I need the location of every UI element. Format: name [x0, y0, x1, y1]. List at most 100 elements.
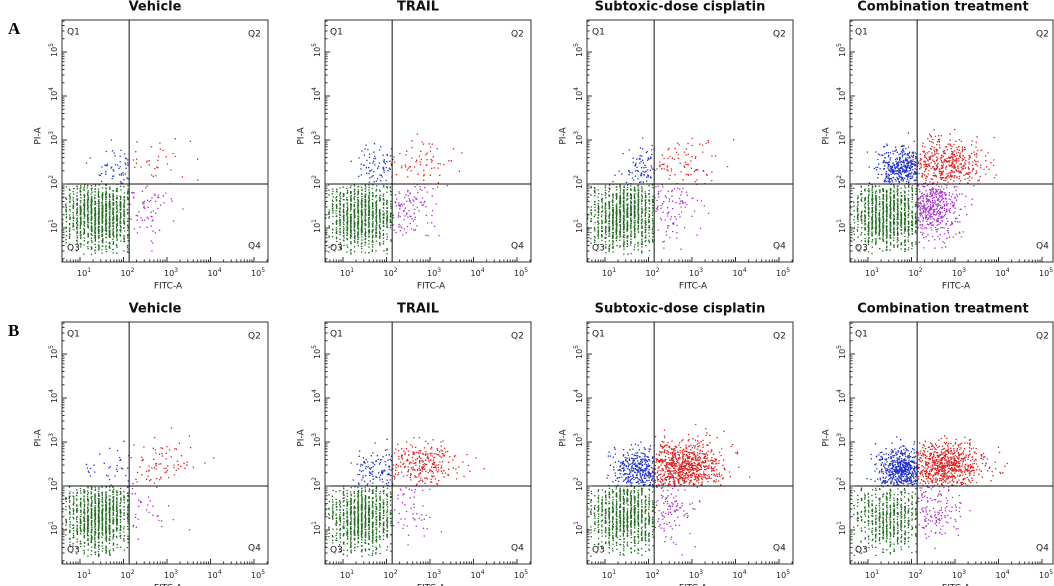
x-tick-label: 101	[865, 267, 879, 278]
tick-exponent: 5	[261, 267, 265, 274]
tick-base: 10	[575, 135, 584, 145]
row-label: A	[8, 19, 21, 38]
dot-cloud	[392, 183, 449, 237]
y-axis-label: PI-A	[34, 429, 44, 447]
tick-exponent: 4	[218, 267, 222, 274]
tick-base: 10	[776, 571, 786, 580]
tick-exponent: 3	[174, 267, 178, 274]
dot-cloud	[350, 438, 393, 486]
tick-base: 10	[50, 91, 59, 101]
y-tick-label: 103	[573, 433, 584, 447]
dot-cloud	[586, 485, 654, 557]
dot-cloud	[849, 486, 917, 557]
x-tick-label: 103	[164, 267, 178, 278]
panel-title: Subtoxic-dose cisplatin	[595, 0, 766, 15]
tick-exponent: 1	[836, 219, 843, 223]
x-tick-label: 101	[340, 569, 354, 580]
tick-exponent: 3	[836, 433, 843, 437]
dot-cloud	[61, 485, 129, 557]
y-axis-label: PI-A	[559, 127, 569, 145]
tick-exponent: 4	[481, 267, 485, 274]
x-tick-label: 103	[689, 569, 703, 580]
x-tick-label: 101	[602, 569, 616, 580]
tick-exponent: 1	[573, 219, 580, 223]
tick-base: 10	[689, 571, 699, 580]
quadrant-label: Q1	[592, 28, 605, 38]
tick-exponent: 2	[311, 175, 318, 179]
tick-exponent: 3	[437, 569, 441, 576]
y-tick-label: 102	[48, 175, 59, 189]
tick-exponent: 4	[48, 87, 55, 91]
y-axis-label: PI-A	[34, 127, 44, 145]
quadrant-label: Q2	[248, 30, 261, 40]
tick-exponent: 2	[394, 569, 398, 576]
tick-exponent: 1	[836, 521, 843, 525]
y-tick-label: 105	[573, 345, 584, 359]
y-axis-label: PI-A	[822, 127, 832, 145]
tick-exponent: 4	[218, 569, 222, 576]
x-tick-label: 101	[865, 569, 879, 580]
tick-base: 10	[77, 269, 87, 278]
tick-exponent: 4	[836, 87, 843, 91]
panel-title: Combination treatment	[857, 0, 1028, 15]
x-axis-label: FITC-A	[417, 584, 446, 586]
quadrant-label: Q4	[1036, 242, 1049, 252]
tick-base: 10	[313, 47, 322, 57]
tick-exponent: 4	[743, 569, 747, 576]
quadrant-label: Q3	[67, 546, 80, 556]
tick-base: 10	[575, 481, 584, 491]
tick-base: 10	[575, 47, 584, 57]
dot-cloud	[606, 441, 655, 487]
quadrant-label: Q3	[592, 546, 605, 556]
tick-base: 10	[313, 481, 322, 491]
tick-exponent: 5	[261, 569, 265, 576]
tick-exponent: 1	[350, 569, 354, 576]
tick-base: 10	[251, 571, 261, 580]
tick-exponent: 2	[656, 569, 660, 576]
y-tick-label: 104	[573, 87, 584, 101]
tick-exponent: 1	[875, 569, 879, 576]
y-tick-label: 104	[48, 389, 59, 403]
tick-exponent: 5	[786, 569, 790, 576]
dot-cloud	[392, 436, 485, 487]
y-tick-label: 105	[48, 43, 59, 57]
y-tick-label: 103	[836, 433, 847, 447]
tick-base: 10	[208, 571, 218, 580]
x-axis-label: FITC-A	[942, 282, 971, 292]
tick-exponent: 5	[524, 267, 528, 274]
y-tick-label: 105	[48, 345, 59, 359]
tick-base: 10	[313, 135, 322, 145]
x-tick-label: 105	[251, 569, 265, 580]
tick-exponent: 2	[48, 175, 55, 179]
tick-exponent: 2	[573, 477, 580, 481]
x-tick-label: 105	[776, 569, 790, 580]
plot-frame	[586, 19, 794, 263]
tick-exponent: 3	[573, 433, 580, 437]
tick-base: 10	[50, 47, 59, 57]
tick-base: 10	[838, 179, 847, 189]
tick-base: 10	[838, 393, 847, 403]
y-tick-label: 104	[311, 87, 322, 101]
y-tick-label: 105	[836, 345, 847, 359]
tick-exponent: 2	[573, 175, 580, 179]
tick-exponent: 2	[919, 569, 923, 576]
y-tick-label: 102	[311, 477, 322, 491]
plot-frame	[61, 19, 269, 263]
tick-base: 10	[838, 525, 847, 535]
y-axis-label: PI-A	[297, 127, 307, 145]
tick-base: 10	[471, 269, 481, 278]
quadrant-label: Q4	[773, 242, 786, 252]
y-tick-label: 101	[48, 521, 59, 535]
quadrant-label: Q3	[592, 244, 605, 254]
tick-exponent: 4	[311, 389, 318, 393]
quadrant-label: Q1	[330, 330, 343, 340]
y-tick-label: 101	[836, 521, 847, 535]
tick-base: 10	[208, 269, 218, 278]
dot-cloud	[324, 485, 392, 557]
tick-base: 10	[996, 269, 1006, 278]
tick-exponent: 2	[394, 267, 398, 274]
dot-cloud	[586, 183, 654, 255]
tick-base: 10	[838, 437, 847, 447]
y-tick-label: 104	[311, 389, 322, 403]
tick-exponent: 2	[311, 477, 318, 481]
